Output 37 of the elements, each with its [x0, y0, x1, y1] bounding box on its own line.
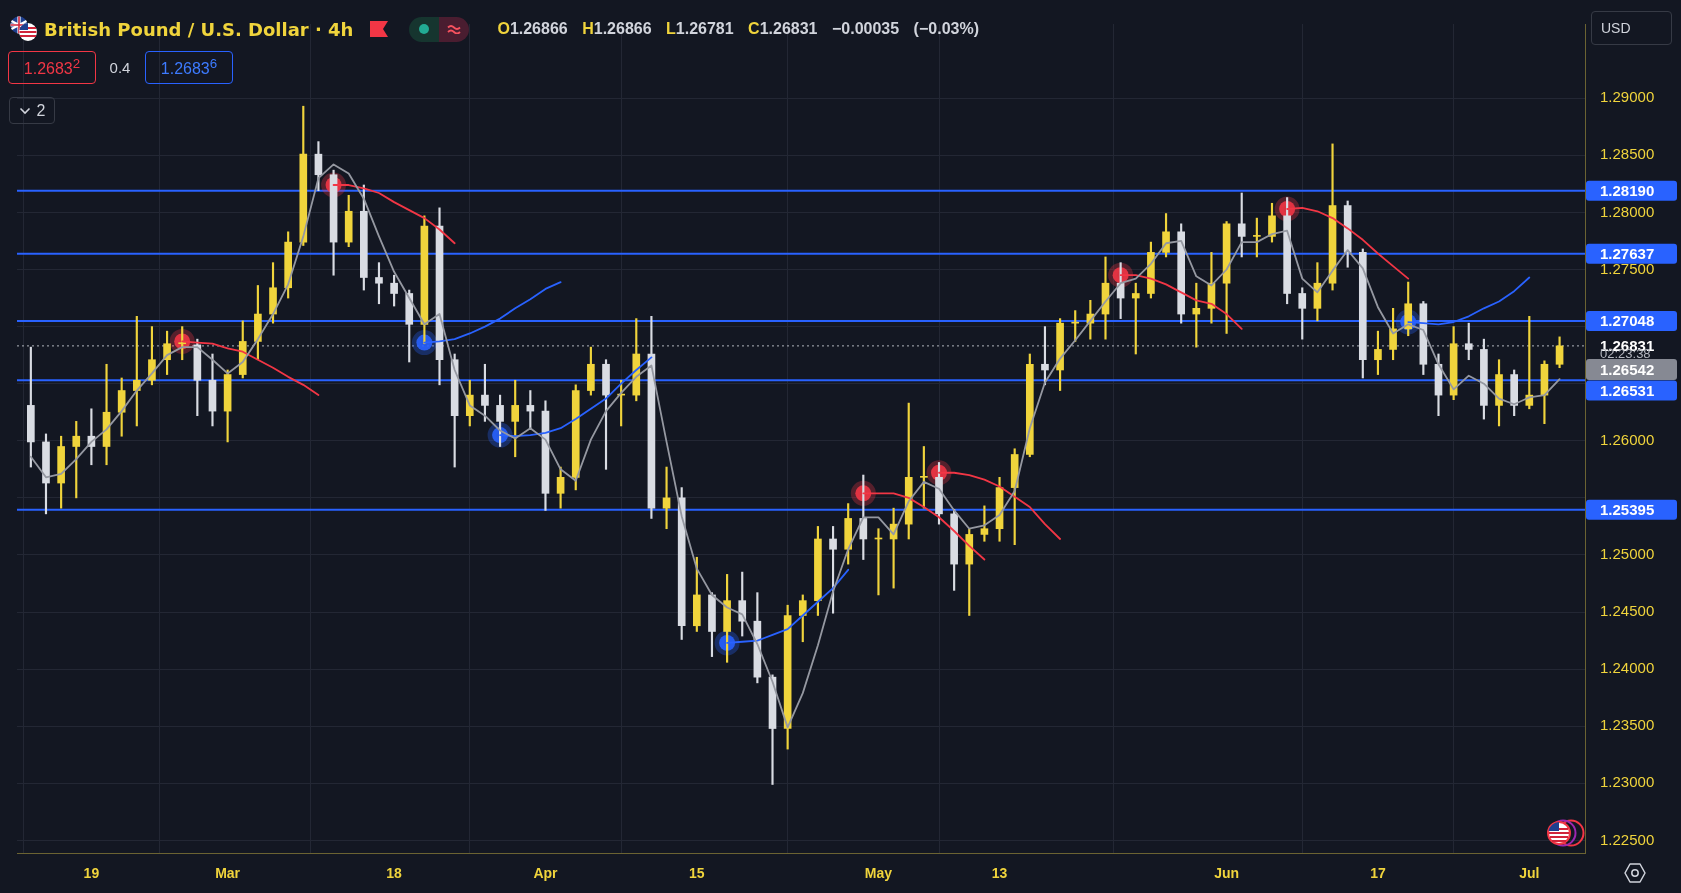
y-tick-label: 1.27500	[1600, 259, 1655, 277]
y-tick-label: 1.28500	[1600, 145, 1655, 163]
price-box: 1.2683$^{6}$	[145, 51, 233, 84]
y-tick-label: 1.25000	[1600, 545, 1655, 563]
y-tick-label: 1.26000	[1600, 430, 1655, 448]
price-box: 1.2683$^{2}$	[8, 51, 96, 84]
currency-button: USD	[1591, 11, 1672, 45]
ref-line-label: 1.28190	[1600, 181, 1655, 199]
x-tick-label: Jun	[1214, 865, 1240, 882]
ref-line-label: 1.27637	[1600, 245, 1655, 262]
x-tick-label: 15	[689, 865, 705, 882]
x-tick-label: May	[864, 865, 893, 882]
x-tick-label: Jul	[1519, 865, 1540, 882]
annotation: 1.2683$^{6}$	[160, 56, 218, 79]
y-tick-label: 1.24500	[1600, 602, 1655, 620]
y-tick-label: 1.22500	[1600, 830, 1655, 848]
y-tick-label: 1.28000	[1600, 202, 1655, 220]
x-tick-label: Mar	[215, 865, 241, 882]
x-tick-label: 19	[83, 865, 100, 882]
x-tick-label: Apr	[533, 865, 559, 882]
chart-title: British Pound / U.S. Dollar · 4h	[44, 18, 354, 40]
x-tick-label: 13	[991, 865, 1008, 882]
y-tick-label: 1.29000	[1600, 88, 1655, 106]
ref-line-label: 1.25395	[1600, 501, 1655, 519]
y-tick-label: 1.23500	[1600, 716, 1655, 734]
annotation: 0.4	[109, 59, 131, 76]
ref-line-label: 1.26531	[1600, 381, 1655, 399]
annotation: 2	[36, 101, 46, 120]
y-tick-label: 1.24000	[1600, 659, 1655, 677]
annotation: 1.2683$^{2}$	[23, 56, 81, 79]
x-tick-label: 17	[1370, 865, 1386, 882]
toggle-button: 2	[9, 97, 55, 124]
y-tick-label: 1.23000	[1600, 773, 1655, 791]
x-tick-label: 18	[386, 865, 403, 882]
price-tag: 1.26542	[1586, 359, 1677, 380]
text: O1.26866 H1.26866 L1.26781 C1.26831 −0.00035 (−0.03%)	[497, 20, 979, 37]
ref-line-label: 1.27048	[1600, 312, 1655, 330]
